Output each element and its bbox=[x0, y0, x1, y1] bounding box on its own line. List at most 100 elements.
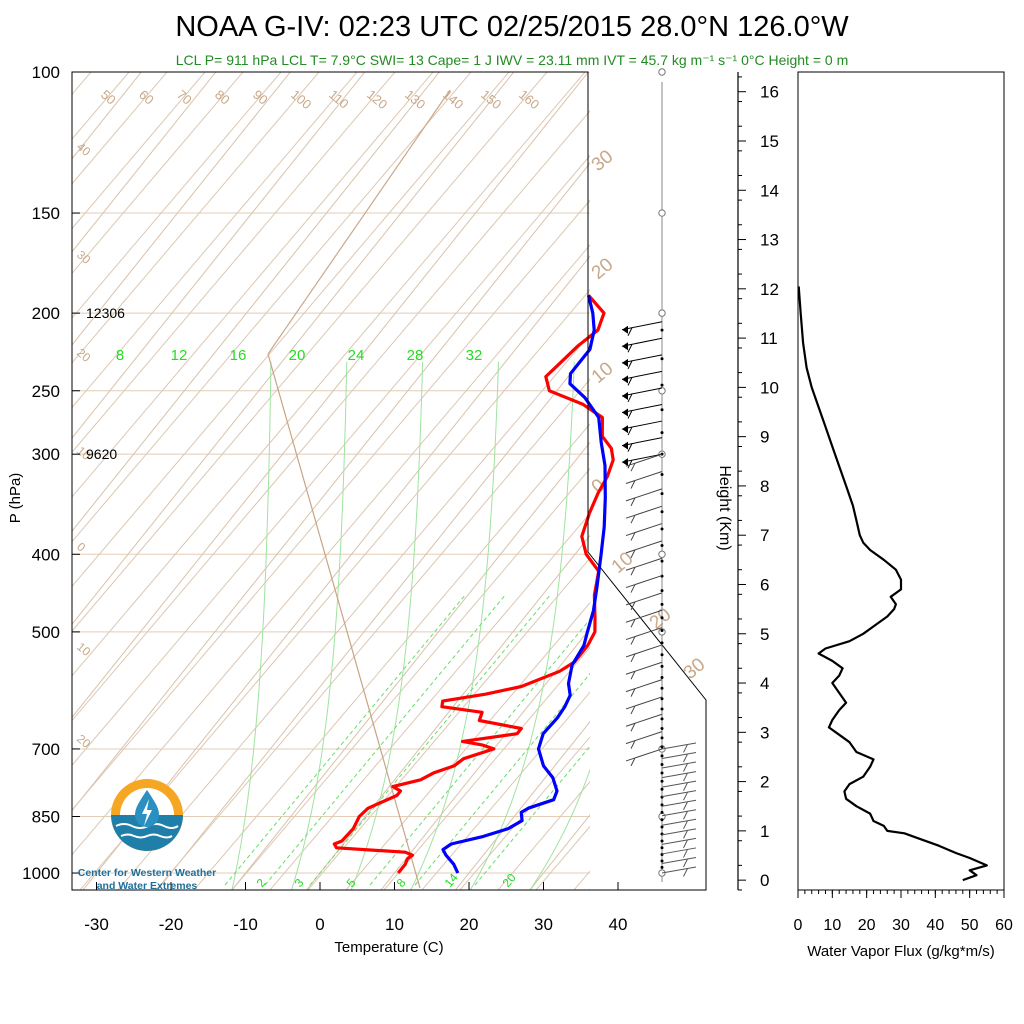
dry-adiabat-line bbox=[345, 602, 590, 890]
wind-barb-feather bbox=[683, 744, 688, 753]
wind-dot bbox=[660, 616, 664, 620]
wind-barb-staff bbox=[661, 828, 697, 836]
x-tick-label: -30 bbox=[84, 915, 109, 934]
wind-barb-feather bbox=[683, 772, 688, 782]
isotherm-label-left: 20 bbox=[74, 732, 93, 752]
wind-barb-staff bbox=[625, 731, 663, 745]
dry-adiabat-line bbox=[72, 110, 590, 722]
wind-barb-feather bbox=[683, 782, 688, 791]
level-marker bbox=[658, 387, 666, 395]
dry-adiabat-line bbox=[72, 72, 472, 543]
wind-dot bbox=[660, 472, 664, 476]
wind-barb-feather bbox=[630, 497, 636, 507]
y-tick-label: 300 bbox=[32, 445, 60, 464]
wind-barb-staff bbox=[625, 557, 663, 571]
isotherm-label-right: 30 bbox=[588, 146, 618, 176]
wind-barb-staff bbox=[625, 575, 663, 589]
height-tick-label: 13 bbox=[760, 231, 779, 250]
wind-barb-staff bbox=[625, 540, 663, 554]
wind-dot bbox=[660, 492, 664, 496]
dry-adiabat-line bbox=[0, 12, 28, 930]
dry-adiabat-line bbox=[616, 12, 1024, 930]
dry-adiabat-line bbox=[193, 423, 590, 890]
wind-dot bbox=[660, 736, 664, 740]
logo-line-2: and Water Extremes bbox=[97, 880, 198, 892]
wind-barb-feather bbox=[683, 849, 688, 858]
dry-adiabat-line bbox=[269, 512, 590, 890]
mixing-ratio-label: 20 bbox=[289, 347, 306, 364]
wind-barb-flag bbox=[622, 342, 628, 351]
level-marker bbox=[658, 550, 666, 558]
mixing-ratio-label: 24 bbox=[348, 347, 365, 364]
height-tick-label: 7 bbox=[760, 526, 769, 545]
dry-adiabat-line bbox=[72, 72, 358, 409]
mixing-ratio-label-bottom: 8 bbox=[394, 876, 409, 890]
wind-barb-staff bbox=[661, 790, 697, 798]
wind-dot bbox=[660, 653, 664, 657]
wind-dot bbox=[660, 675, 664, 679]
wind-dot bbox=[660, 510, 664, 514]
wind-barb-feather bbox=[683, 839, 688, 849]
x-tick-label: 0 bbox=[315, 915, 324, 934]
wind-dot bbox=[660, 859, 664, 863]
wind-barb-feather bbox=[683, 811, 688, 820]
wind-dot bbox=[660, 686, 664, 690]
wind-barb-feather bbox=[683, 791, 688, 801]
wind-barb-staff bbox=[621, 453, 663, 463]
height-tick-label: 16 bbox=[760, 83, 779, 102]
mixing-ratio-label-bottom: 3 bbox=[292, 876, 307, 890]
x-tick-label: -10 bbox=[233, 915, 258, 934]
wind-barb-staff bbox=[625, 627, 663, 641]
wind-barb-feather bbox=[630, 688, 636, 697]
wind-dot bbox=[660, 818, 664, 822]
height-tick-label: 14 bbox=[760, 181, 779, 200]
dry-adiabat-line bbox=[383, 646, 590, 890]
skew-grid-clip bbox=[0, 12, 1024, 930]
wind-barb-feather bbox=[630, 601, 636, 611]
wind-barb-staff bbox=[661, 809, 697, 817]
isotherm-label: 140 bbox=[440, 87, 466, 112]
wind-barb-feather bbox=[627, 443, 633, 452]
height-tick-label: 12 bbox=[760, 280, 779, 299]
wind-barb-staff bbox=[625, 505, 663, 519]
wind-dot bbox=[660, 754, 664, 758]
wind-barb-flag bbox=[622, 375, 628, 384]
chart-title: NOAA G-IV: 02:23 UTC 02/25/2015 28.0°N 1… bbox=[175, 11, 849, 43]
wind-dot bbox=[660, 846, 664, 850]
wind-dot bbox=[660, 762, 664, 766]
wind-barb-staff bbox=[661, 771, 697, 779]
flux-x-tick-label: 40 bbox=[926, 917, 944, 934]
x-tick-label: 10 bbox=[385, 915, 404, 934]
y-tick-label: 500 bbox=[32, 623, 60, 642]
isotherm-line bbox=[72, 72, 515, 626]
wind-dot bbox=[660, 628, 664, 632]
dry-adiabat-line bbox=[72, 72, 586, 677]
height-tick-label: 2 bbox=[760, 773, 769, 792]
flux-x-tick-label: 50 bbox=[961, 917, 979, 934]
wind-dot bbox=[660, 328, 664, 332]
wind-barb-feather bbox=[627, 344, 633, 353]
wind-barb-staff bbox=[661, 780, 697, 788]
logo-line-1: Center for Western Weather bbox=[78, 867, 216, 879]
wind-barb-feather bbox=[630, 671, 636, 680]
y-tick-label: 1000 bbox=[22, 864, 60, 883]
dry-adiabat-line bbox=[459, 736, 590, 890]
moist-adiabat-line bbox=[350, 361, 424, 890]
dry-adiabat-line bbox=[72, 72, 396, 453]
skew-plot-frame bbox=[71, 71, 707, 891]
wind-barb-staff bbox=[625, 488, 663, 502]
flux-x-tick-label: 30 bbox=[892, 917, 910, 934]
y-tick-label: 850 bbox=[32, 807, 60, 826]
wind-barb-feather bbox=[627, 327, 633, 336]
wind-dot bbox=[660, 707, 664, 711]
height-label: 9620 bbox=[86, 446, 117, 462]
wind-dot bbox=[660, 839, 664, 843]
height-tick-label: 8 bbox=[760, 477, 769, 496]
mixing-ratio-line bbox=[309, 594, 551, 886]
dry-adiabat-line bbox=[72, 244, 590, 856]
dry-adiabat-line bbox=[578, 12, 1024, 930]
wind-barb-feather bbox=[630, 462, 636, 472]
isotherm-line bbox=[72, 72, 589, 719]
flux-x-axis-title: Water Vapor Flux (g/kg*m/s) bbox=[807, 943, 995, 960]
